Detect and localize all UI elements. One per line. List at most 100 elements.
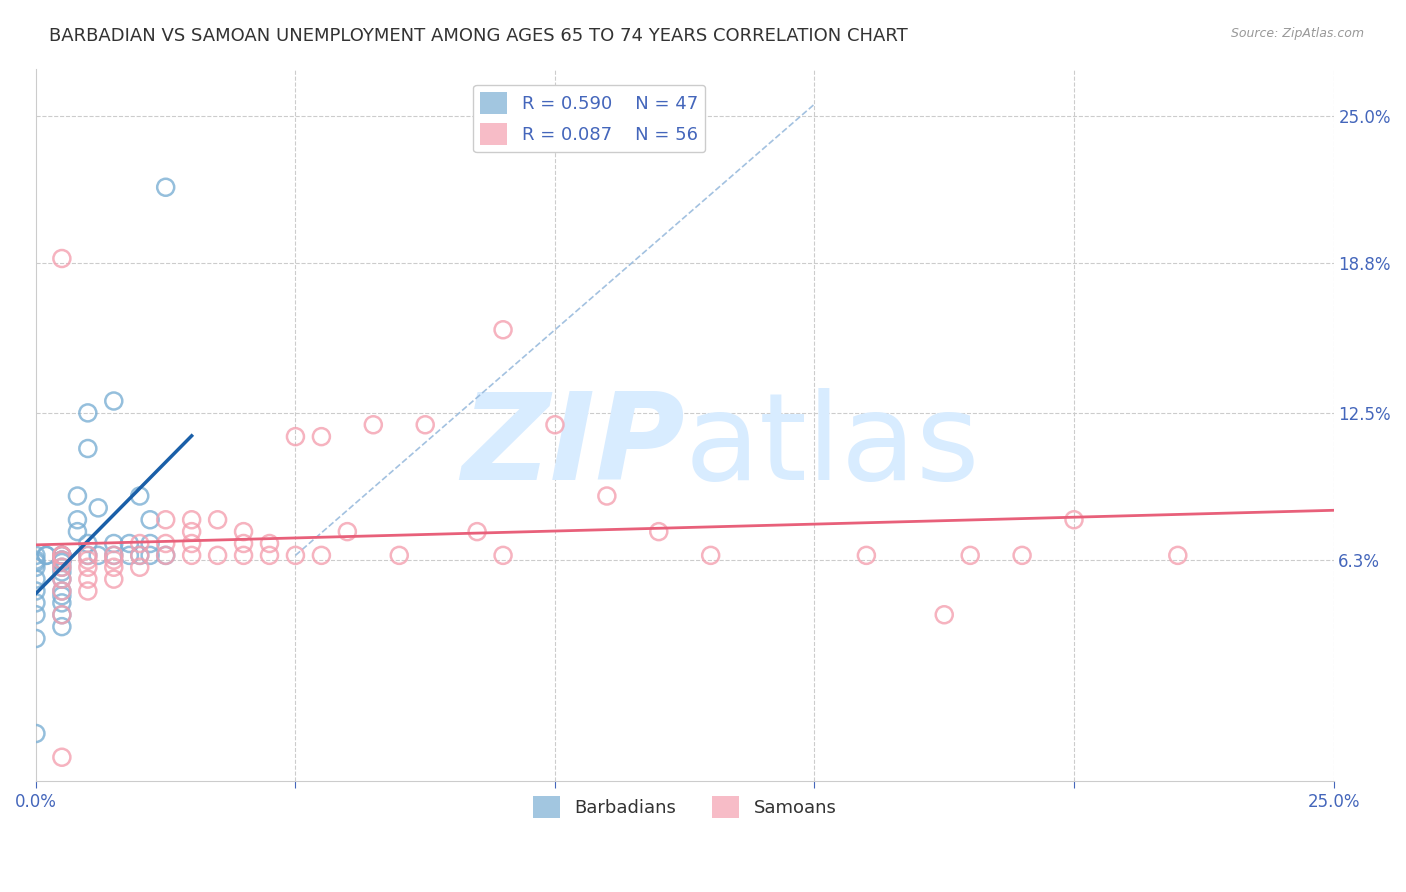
Point xyxy=(388,549,411,563)
Point xyxy=(103,553,125,567)
Point xyxy=(103,572,125,586)
Point xyxy=(155,180,177,194)
Point xyxy=(596,489,619,503)
Point xyxy=(25,560,48,574)
Point xyxy=(155,549,177,563)
Point xyxy=(51,553,73,567)
Point xyxy=(413,417,436,432)
Point xyxy=(128,560,150,574)
Point xyxy=(25,556,48,570)
Point xyxy=(232,536,254,550)
Point xyxy=(492,549,515,563)
Point xyxy=(180,524,202,539)
Point xyxy=(465,524,488,539)
Point xyxy=(51,572,73,586)
Point xyxy=(25,632,48,646)
Point xyxy=(51,565,73,579)
Point xyxy=(648,524,671,539)
Point xyxy=(180,549,202,563)
Point xyxy=(103,536,125,550)
Point xyxy=(139,549,162,563)
Point xyxy=(284,549,307,563)
Point xyxy=(25,726,48,740)
Point xyxy=(128,489,150,503)
Point xyxy=(35,549,58,563)
Point xyxy=(232,524,254,539)
Point xyxy=(544,417,567,432)
Point xyxy=(25,553,48,567)
Point xyxy=(51,750,73,764)
Point xyxy=(51,584,73,599)
Point xyxy=(51,607,73,622)
Point xyxy=(76,549,98,563)
Point xyxy=(51,553,73,567)
Point xyxy=(66,513,89,527)
Point xyxy=(66,524,89,539)
Point xyxy=(128,536,150,550)
Point xyxy=(25,572,48,586)
Point xyxy=(128,549,150,563)
Point xyxy=(128,549,150,563)
Point xyxy=(76,442,98,456)
Point xyxy=(180,513,202,527)
Text: ZIP: ZIP xyxy=(461,388,685,505)
Point xyxy=(87,500,110,515)
Point xyxy=(76,406,98,420)
Point xyxy=(284,429,307,443)
Legend: Barbadians, Samoans: Barbadians, Samoans xyxy=(526,789,844,825)
Point xyxy=(363,417,385,432)
Point xyxy=(51,607,73,622)
Point xyxy=(311,549,333,563)
Point xyxy=(855,549,877,563)
Point xyxy=(699,549,721,563)
Point xyxy=(103,549,125,563)
Point xyxy=(232,549,254,563)
Point xyxy=(51,572,73,586)
Point xyxy=(51,553,73,567)
Point xyxy=(155,513,177,527)
Point xyxy=(959,549,981,563)
Point xyxy=(76,560,98,574)
Point xyxy=(139,513,162,527)
Point xyxy=(51,560,73,574)
Point xyxy=(207,513,229,527)
Point xyxy=(25,607,48,622)
Point xyxy=(1063,513,1085,527)
Point xyxy=(76,536,98,550)
Point xyxy=(155,536,177,550)
Point xyxy=(51,549,73,563)
Point xyxy=(51,619,73,633)
Point xyxy=(51,584,73,599)
Point xyxy=(259,549,281,563)
Point xyxy=(1011,549,1033,563)
Point xyxy=(118,536,141,550)
Point xyxy=(76,572,98,586)
Point xyxy=(76,584,98,599)
Point xyxy=(155,549,177,563)
Point xyxy=(25,584,48,599)
Text: atlas: atlas xyxy=(685,388,980,505)
Point xyxy=(51,549,73,563)
Point xyxy=(51,556,73,570)
Point xyxy=(1167,549,1189,563)
Text: Source: ZipAtlas.com: Source: ZipAtlas.com xyxy=(1230,27,1364,40)
Point xyxy=(180,536,202,550)
Point xyxy=(66,489,89,503)
Point xyxy=(311,429,333,443)
Point xyxy=(492,323,515,337)
Point xyxy=(934,607,956,622)
Point xyxy=(51,549,73,563)
Point xyxy=(336,524,359,539)
Point xyxy=(259,536,281,550)
Point xyxy=(103,394,125,409)
Point xyxy=(103,560,125,574)
Point xyxy=(76,549,98,563)
Point xyxy=(103,549,125,563)
Text: BARBADIAN VS SAMOAN UNEMPLOYMENT AMONG AGES 65 TO 74 YEARS CORRELATION CHART: BARBADIAN VS SAMOAN UNEMPLOYMENT AMONG A… xyxy=(49,27,908,45)
Point xyxy=(207,549,229,563)
Point xyxy=(76,553,98,567)
Point xyxy=(51,596,73,610)
Point xyxy=(51,549,73,563)
Point xyxy=(51,549,73,563)
Point xyxy=(87,549,110,563)
